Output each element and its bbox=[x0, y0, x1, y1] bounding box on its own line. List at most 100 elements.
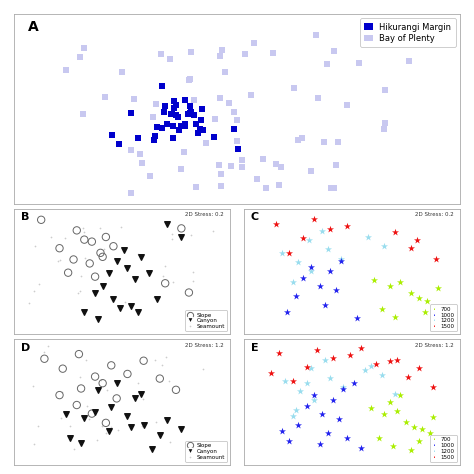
Point bbox=[418, 425, 426, 432]
Point bbox=[193, 120, 201, 128]
Point bbox=[289, 278, 296, 286]
Point bbox=[166, 438, 173, 446]
Point bbox=[136, 150, 144, 158]
Legend: 700, 1000, 1200, 1500: 700, 1000, 1200, 1500 bbox=[429, 435, 457, 462]
Point bbox=[432, 255, 440, 263]
Point bbox=[172, 111, 180, 119]
Point bbox=[327, 267, 334, 275]
Point bbox=[386, 282, 393, 290]
Point bbox=[73, 227, 81, 234]
Point bbox=[81, 309, 88, 316]
Point bbox=[324, 61, 331, 68]
Point bbox=[339, 385, 347, 393]
Point bbox=[408, 244, 415, 252]
Point bbox=[200, 126, 207, 134]
Point bbox=[190, 111, 198, 119]
Point bbox=[307, 267, 315, 275]
Point bbox=[355, 59, 363, 67]
Point bbox=[94, 386, 102, 393]
Point bbox=[70, 445, 78, 452]
Point bbox=[312, 31, 320, 38]
Point bbox=[247, 91, 255, 99]
Point bbox=[146, 172, 154, 180]
Point bbox=[54, 257, 61, 265]
Point bbox=[278, 163, 285, 170]
Point bbox=[145, 269, 153, 276]
Point bbox=[62, 410, 70, 418]
Point bbox=[131, 395, 139, 402]
Point bbox=[105, 428, 113, 435]
Point bbox=[102, 233, 109, 241]
Point bbox=[138, 159, 146, 166]
Point bbox=[410, 423, 418, 430]
Point bbox=[185, 76, 192, 84]
Point bbox=[41, 348, 48, 356]
Point bbox=[380, 125, 387, 133]
Point bbox=[169, 231, 176, 238]
Point bbox=[381, 119, 388, 127]
Point bbox=[318, 410, 326, 418]
Point bbox=[381, 243, 388, 250]
Point bbox=[131, 275, 139, 283]
Point bbox=[169, 122, 177, 130]
Point bbox=[109, 243, 117, 250]
Point bbox=[296, 387, 304, 395]
Point bbox=[310, 396, 318, 404]
Point bbox=[75, 350, 82, 358]
Point bbox=[346, 351, 354, 358]
Point bbox=[157, 50, 164, 58]
Point bbox=[234, 137, 241, 145]
Point bbox=[57, 414, 65, 422]
Point bbox=[305, 236, 312, 244]
Point bbox=[116, 304, 124, 311]
Point bbox=[415, 294, 423, 302]
Point bbox=[198, 116, 205, 124]
Point bbox=[180, 148, 188, 156]
Point bbox=[270, 50, 277, 57]
Point bbox=[76, 373, 84, 381]
Legend: Hikurangi Margin, Bay of Plenty: Hikurangi Margin, Bay of Plenty bbox=[360, 18, 456, 47]
Point bbox=[334, 138, 342, 146]
Point bbox=[81, 44, 88, 52]
Point bbox=[138, 422, 146, 430]
Point bbox=[113, 258, 120, 265]
Point bbox=[391, 313, 399, 321]
Point bbox=[127, 423, 135, 430]
Point bbox=[35, 280, 42, 288]
Point bbox=[251, 40, 258, 47]
Point bbox=[367, 362, 375, 370]
Point bbox=[86, 260, 93, 267]
Point bbox=[210, 133, 218, 140]
Point bbox=[275, 181, 283, 188]
Point bbox=[381, 410, 388, 418]
Point bbox=[298, 134, 305, 141]
Point bbox=[198, 106, 206, 113]
Point bbox=[153, 100, 160, 108]
Point bbox=[367, 404, 375, 412]
Point bbox=[230, 125, 238, 133]
Point bbox=[424, 297, 431, 305]
Point bbox=[135, 380, 142, 387]
Point bbox=[186, 102, 193, 110]
Point bbox=[137, 390, 145, 398]
Point bbox=[185, 289, 193, 296]
Point bbox=[81, 414, 88, 422]
Point bbox=[124, 370, 131, 378]
Point bbox=[413, 236, 420, 244]
Point bbox=[402, 419, 410, 426]
Text: 2D Stress: 1.2: 2D Stress: 1.2 bbox=[415, 343, 453, 347]
Text: 2D Stress: 0.22: 2D Stress: 0.22 bbox=[378, 20, 447, 29]
Text: B: B bbox=[21, 212, 29, 222]
Point bbox=[177, 165, 184, 173]
Point bbox=[74, 290, 82, 297]
Point bbox=[210, 227, 217, 235]
Point bbox=[44, 342, 51, 349]
Point bbox=[94, 315, 102, 323]
Point bbox=[339, 383, 347, 391]
Point bbox=[316, 440, 323, 447]
Point bbox=[153, 418, 160, 425]
Point bbox=[70, 255, 77, 263]
Point bbox=[164, 417, 171, 424]
Point bbox=[169, 235, 176, 243]
Point bbox=[121, 298, 129, 305]
